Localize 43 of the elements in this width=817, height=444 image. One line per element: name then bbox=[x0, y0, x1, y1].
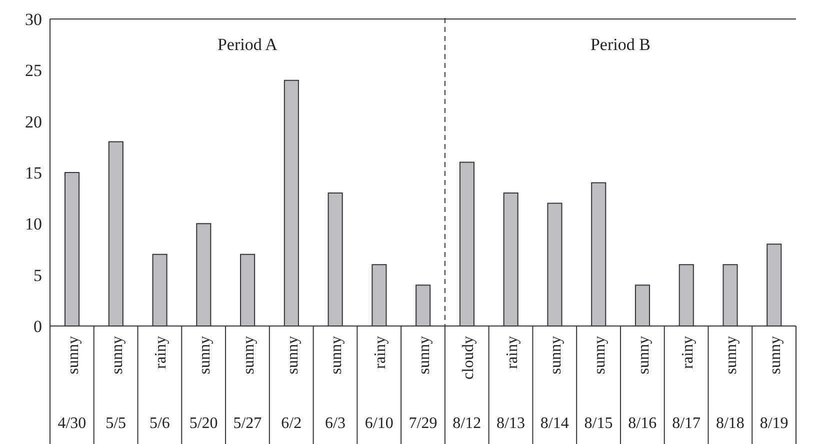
text: cloudy bbox=[460, 336, 477, 380]
x-tick-label: 8/17 bbox=[672, 415, 701, 432]
y-tick-label: 10 bbox=[25, 214, 42, 234]
text: sunny bbox=[196, 336, 214, 374]
x-tick-label: 6/10 bbox=[364, 415, 394, 432]
text: sunny bbox=[767, 336, 784, 374]
x-tick-label: 5/5 bbox=[106, 415, 126, 432]
y-tick-label: 30 bbox=[25, 10, 42, 30]
x-tick-label: 6/2 bbox=[281, 415, 302, 432]
text: sunny bbox=[284, 336, 302, 374]
x-tick-label: 5/27 bbox=[233, 415, 262, 432]
text: sunny bbox=[416, 336, 433, 374]
x-tick-label: 6/3 bbox=[325, 415, 346, 432]
x-tick-label: 4/30 bbox=[58, 415, 86, 432]
x-tick-label: 8/18 bbox=[716, 415, 744, 432]
text: sunny bbox=[108, 336, 126, 374]
text: sunny bbox=[723, 336, 740, 374]
x-tick-label: 8/14 bbox=[540, 415, 569, 432]
x-tick-label: 8/19 bbox=[760, 415, 788, 432]
x-tick-label: 7/29 bbox=[408, 415, 438, 432]
text: rainy bbox=[679, 336, 696, 369]
text: sunny bbox=[64, 336, 82, 374]
y-tick-label: 15 bbox=[25, 164, 42, 183]
text: sunny bbox=[592, 336, 609, 374]
y-tick-label: 0 bbox=[34, 317, 42, 336]
y-tick-label: 5 bbox=[34, 266, 42, 285]
annotation: Period A bbox=[217, 35, 278, 54]
y-tick-label: 25 bbox=[25, 61, 42, 80]
text: sunny bbox=[548, 336, 565, 374]
x-tick-label: 5/6 bbox=[149, 415, 170, 432]
text: sunny bbox=[635, 336, 652, 374]
x-tick-label: 8/13 bbox=[496, 415, 525, 432]
y-tick-label: 20 bbox=[25, 112, 42, 132]
x-tick-label: 8/15 bbox=[584, 415, 613, 432]
text: sunny bbox=[328, 336, 346, 374]
x-tick-label: 8/16 bbox=[628, 415, 657, 432]
x-tick-label: 8/12 bbox=[452, 415, 482, 432]
text: rainy bbox=[152, 336, 170, 369]
x-tick-label: 5/20 bbox=[189, 415, 218, 432]
text: rainy bbox=[372, 336, 390, 369]
text: sunny bbox=[240, 336, 258, 374]
text: rainy bbox=[504, 336, 521, 369]
annotation: Period B bbox=[590, 35, 650, 54]
